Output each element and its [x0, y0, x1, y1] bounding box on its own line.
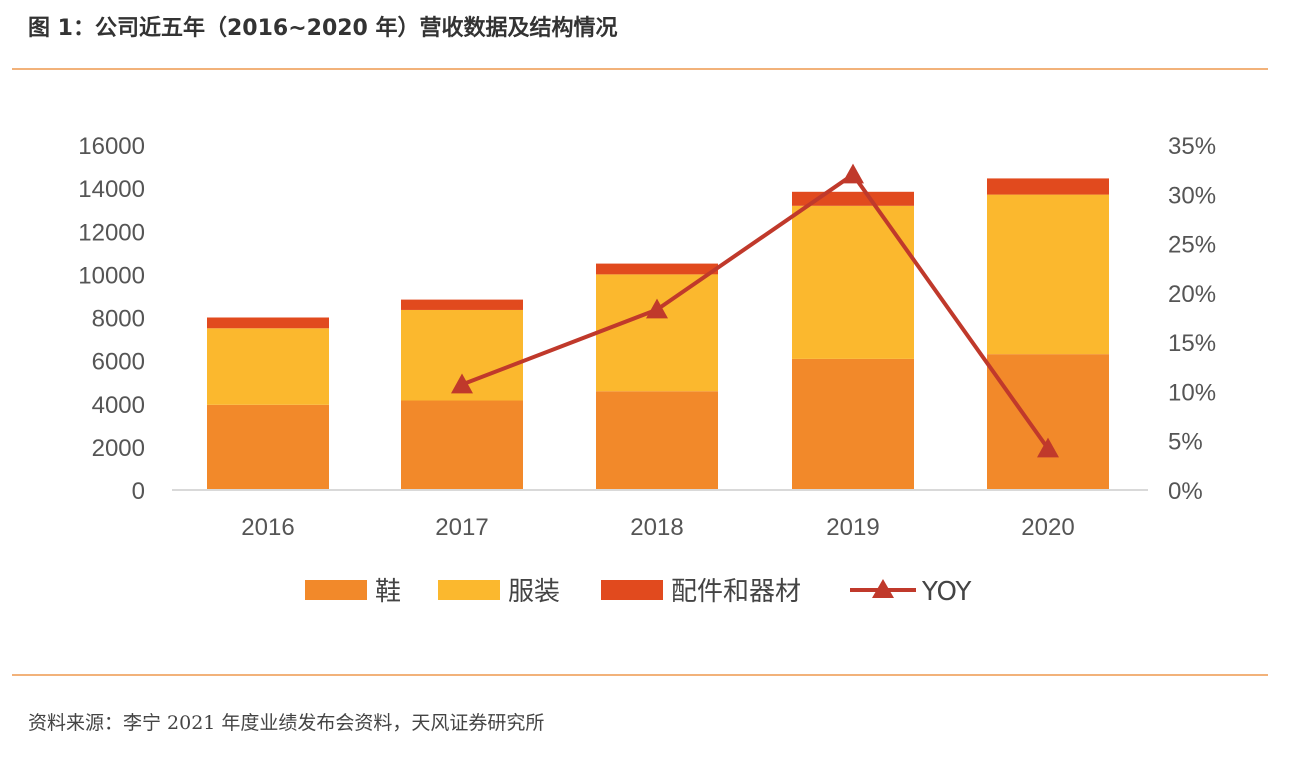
- source-note: 资料来源：李宁 2021 年度业绩发布会资料，天风证券研究所: [28, 712, 545, 734]
- bar-shoes-2018: [596, 391, 718, 490]
- bar-shoes-2016: [207, 404, 329, 490]
- x-axis-ticks: 2016 2017 2018 2019 2020: [241, 514, 1074, 541]
- bar-apparel-2018: [596, 274, 718, 392]
- bar-shoes-2017: [401, 400, 523, 490]
- bar-accessories-2016: [207, 317, 329, 329]
- legend-swatch-accessories: [601, 580, 663, 600]
- bar-series: [207, 178, 1109, 490]
- bar-apparel-2019: [792, 205, 914, 359]
- chart-title: 图 1：公司近五年（2016~2020 年）营收数据及结构情况: [28, 16, 618, 41]
- bar-accessories-2020: [987, 178, 1109, 195]
- legend-swatch-shoes: [305, 580, 367, 600]
- bottom-divider: [12, 674, 1268, 676]
- legend-label-yoy: YOY: [921, 577, 972, 607]
- legend-label-shoes: 鞋: [375, 577, 401, 607]
- yoy-point-marker: [1037, 437, 1059, 458]
- x-tick-label: 2019: [826, 514, 879, 541]
- right-tick-label: 5%: [1168, 429, 1203, 456]
- legend-swatch-apparel: [438, 580, 500, 600]
- legend-label-apparel: 服装: [508, 577, 560, 607]
- right-tick-label: 0%: [1168, 478, 1203, 505]
- left-tick-label: 16000: [78, 133, 145, 160]
- bar-accessories-2018: [596, 263, 718, 275]
- right-tick-label: 35%: [1168, 133, 1216, 160]
- top-divider: [12, 68, 1268, 70]
- x-tick-label: 2020: [1021, 514, 1074, 541]
- bar-shoes-2019: [792, 358, 914, 490]
- x-tick-label: 2017: [435, 514, 488, 541]
- left-tick-label: 4000: [92, 392, 145, 419]
- right-tick-label: 25%: [1168, 232, 1216, 259]
- bar-apparel-2016: [207, 328, 329, 405]
- yoy-line-series: [451, 163, 1059, 458]
- bar-shoes-2020: [987, 354, 1109, 490]
- bar-apparel-2020: [987, 194, 1109, 355]
- left-tick-label: 6000: [92, 349, 145, 376]
- revenue-chart: 16000 14000 12000 10000 8000 6000 4000 2000 0 35…: [78, 133, 1216, 607]
- bar-accessories-2017: [401, 299, 523, 310]
- left-tick-label: 8000: [92, 306, 145, 333]
- right-axis-ticks: 35% 30% 25% 20% 15% 10% 5% 0%: [1168, 133, 1216, 505]
- left-tick-label: 14000: [78, 176, 145, 203]
- yoy-point-marker: [451, 373, 473, 394]
- legend-swatch-yoy-marker: [872, 579, 894, 598]
- left-tick-label: 10000: [78, 262, 145, 289]
- left-axis-ticks: 16000 14000 12000 10000 8000 6000 4000 2000 0: [78, 133, 145, 505]
- left-tick-label: 0: [132, 478, 145, 505]
- x-tick-label: 2018: [630, 514, 683, 541]
- yoy-point-marker: [842, 163, 864, 184]
- right-tick-label: 30%: [1168, 182, 1216, 209]
- legend-label-accessories: 配件和器材: [671, 577, 801, 607]
- right-tick-label: 15%: [1168, 330, 1216, 357]
- legend: 鞋 服装 配件和器材 YOY: [305, 577, 972, 607]
- yoy-point-marker: [646, 298, 668, 319]
- right-tick-label: 20%: [1168, 281, 1216, 308]
- left-tick-label: 12000: [78, 219, 145, 246]
- yoy-line-path: [461, 171, 1050, 450]
- left-tick-label: 2000: [92, 435, 145, 462]
- right-tick-label: 10%: [1168, 379, 1216, 406]
- x-tick-label: 2016: [241, 514, 294, 541]
